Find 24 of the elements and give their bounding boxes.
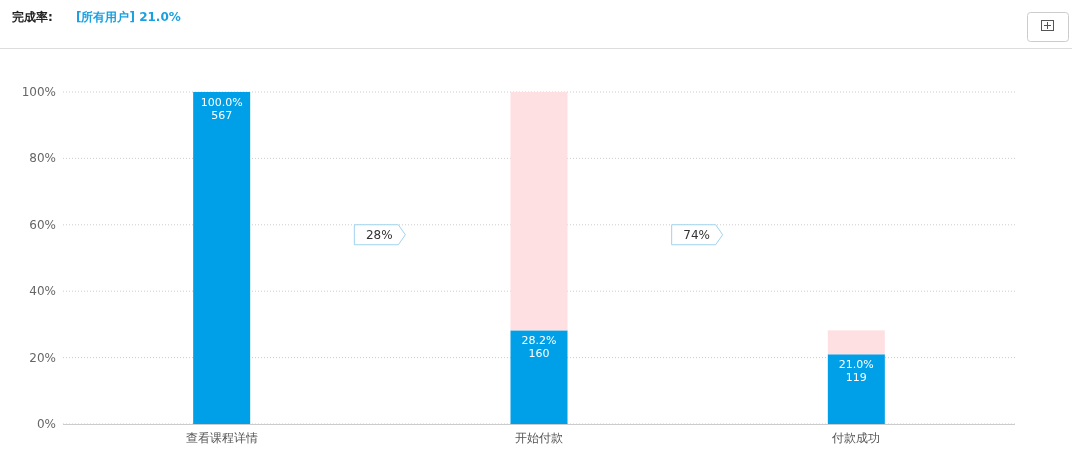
x-tick-label: 开始付款 — [515, 431, 563, 445]
y-tick-label: 80% — [29, 151, 56, 166]
x-tick-label: 付款成功 — [831, 431, 881, 445]
annotation: 28% — [366, 227, 393, 242]
data-label: 21.0% — [838, 358, 874, 372]
annotation: 567 — [211, 109, 233, 122]
annotation: 119 — [845, 371, 867, 385]
annotation: 160 — [528, 347, 550, 361]
y-tick-label: 100% — [21, 85, 56, 99]
y-tick-label: 0% — [36, 417, 56, 431]
annotation: 74% — [683, 227, 710, 242]
y-tick-label: 60% — [29, 217, 56, 232]
chart-subtitle: [所有用户] 21.0% — [76, 10, 181, 24]
y-tick-label: 20% — [29, 350, 56, 365]
y-tick-label: 40% — [29, 284, 56, 299]
bar — [193, 92, 251, 424]
data-label: 28.2% — [521, 334, 557, 348]
data-label: 100.0% — [200, 96, 243, 109]
x-tick-label: 查看课程详情 — [185, 431, 258, 445]
chart-title: 完成率: — [12, 10, 53, 24]
bar — [510, 330, 568, 424]
bar — [510, 92, 568, 331]
bar — [827, 354, 885, 424]
bar — [827, 330, 885, 355]
